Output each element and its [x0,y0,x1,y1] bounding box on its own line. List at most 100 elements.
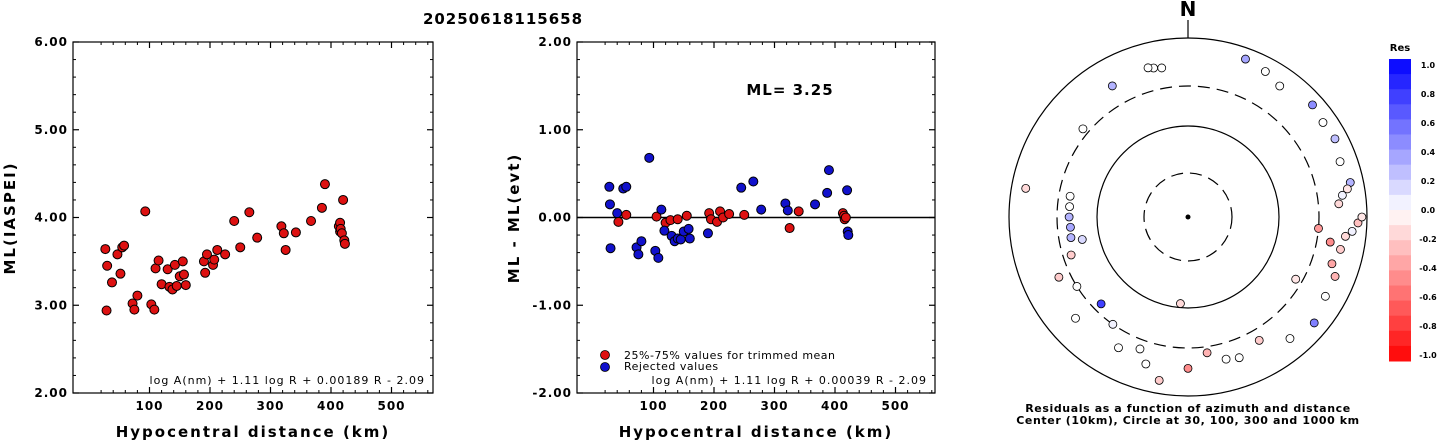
accepted-residual-point [724,208,735,219]
colorbar-cell [1389,134,1411,151]
rejected-residual-point [604,181,615,192]
colorbar-cell [1389,104,1411,120]
station-residual-point [1183,363,1193,373]
station-residual-point [1141,359,1151,369]
rejected-residual-point [823,165,834,176]
ring-30km [1143,172,1233,262]
left-station-point [140,206,151,217]
colorbar-tick-label: -0.4 [1419,264,1437,273]
colorbar-cell [1389,179,1411,196]
left-station-point [132,290,143,301]
middle-xtick-label: 100 [639,399,667,413]
colorbar-cell [1389,164,1411,181]
rejected-residual-point [612,208,623,219]
station-residual-point [1135,344,1145,354]
left-y-axis-label: ML(IASPEI) [1,161,19,274]
station-residual-point [1078,124,1088,134]
colorbar-cell [1389,300,1411,317]
middle-ytick-label: 0.00 [538,211,572,225]
station-residual-point [1241,54,1250,64]
station-residual-point [1066,222,1075,232]
colorbar-cell [1389,330,1411,347]
middle-formula: log A(nm) + 1.11 log R + 0.00039 R - 2.0… [652,374,927,387]
left-xtick-label: 400 [317,399,345,413]
left-xtick-label: 200 [196,399,224,413]
left-station-point [244,207,255,218]
rejected-residual-point [621,181,632,192]
rejected-residual-point [656,204,667,215]
rejected-residual-point [683,223,694,234]
left-station-point [180,280,191,291]
colorbar-cell [1389,225,1411,241]
left-station-point [252,232,263,243]
left-station-point [102,260,113,271]
rejected-residual-point [653,252,664,263]
left-station-point [129,304,140,315]
middle-ytick-label: 1.00 [538,123,572,137]
station-residual-point [1234,353,1244,363]
left-station-point [119,240,130,251]
left-station-point [280,244,291,255]
left-station-point [339,238,350,249]
middle-ytick-label: -1.00 [532,298,572,312]
middle-xtick-label: 400 [821,399,849,413]
station-residual-point [1107,81,1117,91]
colorbar-cells [1389,59,1411,362]
left-station-point [209,254,220,265]
middle-axis-ticks: -2.00 -1.00 0.00 1.00 2.00 100 200 300 400 500 [532,35,935,413]
ml-residual-panel: -2.00 -1.00 0.00 1.00 2.00 100 200 300 400 500 ML… [505,35,936,441]
epicenter-marker [1185,214,1191,220]
station-residual-point [1157,63,1167,73]
left-station-point [212,244,223,255]
rejected-residual-point [842,185,853,196]
station-residual-point [1341,231,1350,241]
accepted-residual-point [784,223,795,234]
middle-ytick-label: -2.00 [532,386,572,400]
accepted-residual-point [621,209,632,220]
rejected-residual-point [748,176,759,187]
colorbar-cell [1389,194,1411,211]
station-residual-point [1143,63,1153,73]
left-station-point [319,179,330,190]
distance-rings [1008,37,1368,397]
accepted-residual-point [672,214,683,225]
station-residual-point [1108,319,1118,329]
colorbar-cell [1389,210,1411,226]
rejected-residual-point [843,230,854,241]
colorbar-tick-label: 0.6 [1421,119,1436,128]
left-station-point [101,305,112,316]
left-station-point [220,249,231,260]
colorbar-cell [1389,255,1411,271]
station-residual-point [1337,190,1347,200]
left-station-point [229,216,240,227]
left-station-point [153,255,164,266]
station-residual-point [1077,235,1087,244]
left-ytick-label: 2.00 [34,386,68,400]
middle-xtick-label: 300 [760,399,788,413]
left-station-point [200,267,211,278]
left-formula: log A(nm) + 1.11 log R + 0.00189 R - 2.0… [150,374,425,387]
legend-rejected-marker [600,362,610,372]
station-residual-point [1336,245,1345,254]
legend-accepted-label: 25%-75% values for trimmed mean [624,349,836,362]
polar-caption-line2: Center (10km), Circle at 30, 100, 300 an… [1016,414,1360,427]
left-station-point [177,256,188,267]
left-station-point [149,304,160,315]
left-station-point [100,244,111,255]
left-station-point [106,277,117,288]
left-data-points [100,179,350,316]
station-residual-point [1330,272,1340,281]
colorbar-tick-label: -0.8 [1419,322,1437,331]
middle-y-axis-label: ML - ML(evt) [505,153,523,283]
left-plot-frame [72,41,434,394]
station-residual-point [1254,335,1264,345]
station-residual-points [1021,54,1367,385]
station-residual-point [1260,67,1270,76]
accepted-residual-point [613,216,624,227]
residual-colorbar: Res 1.0 0.8 0.6 0.4 0.2 0.0 -0.2 -0.4 -0.6 -0.8 -1… [1389,43,1437,362]
colorbar-cell [1389,240,1411,256]
left-station-point [201,249,212,260]
middle-data-points [604,152,854,263]
station-residual-point [1202,348,1212,358]
colorbar-cell [1389,285,1411,302]
